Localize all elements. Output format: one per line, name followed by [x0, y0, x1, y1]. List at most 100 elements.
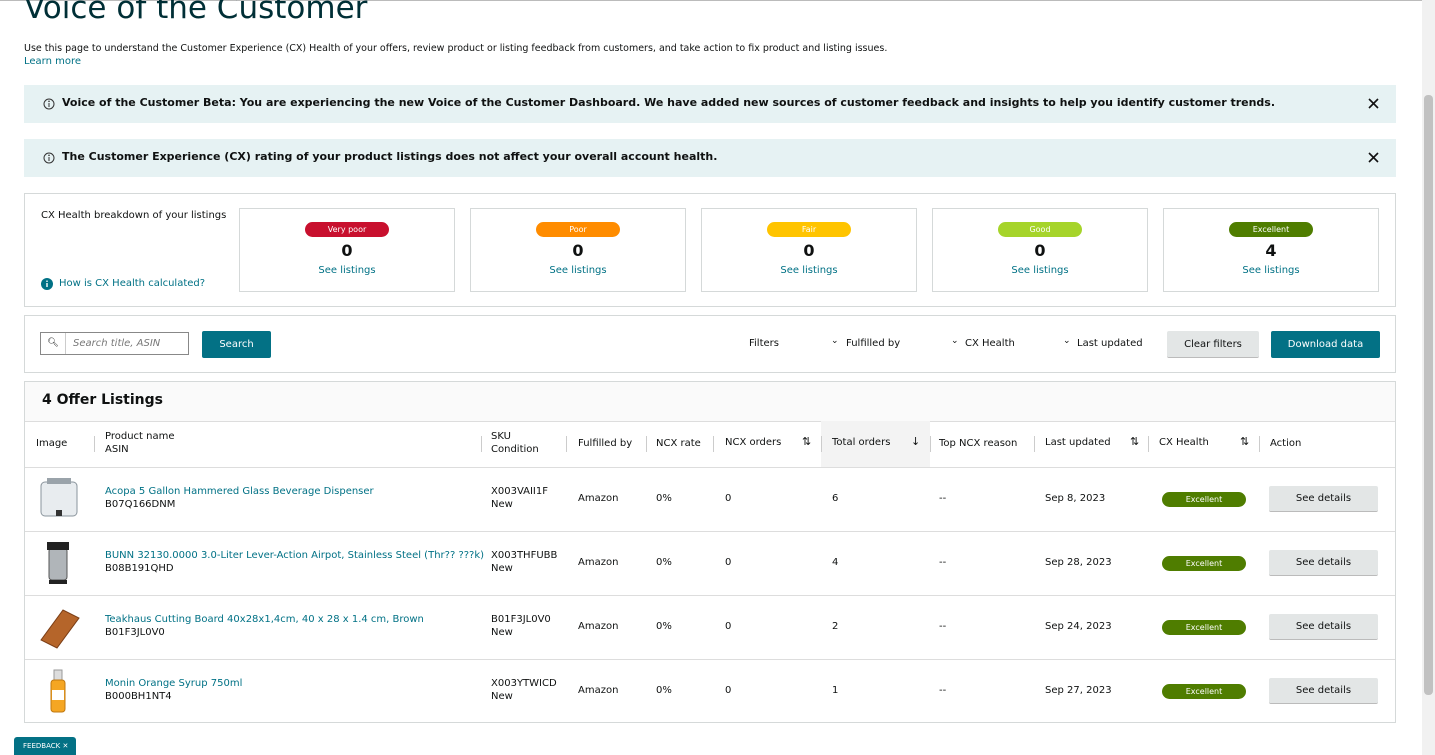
column-header: Top NCX reason — [939, 438, 1018, 449]
close[interactable] — [1368, 152, 1379, 163]
fulfilled-by: Amazon — [578, 557, 619, 568]
column-header: Image — [36, 438, 68, 449]
product-name-link[interactable]: Teakhaus Cutting Board 40x28x1,4cm, 40 x… — [105, 614, 424, 625]
thumbnail — [40, 609, 80, 649]
column-header: SKU — [491, 431, 511, 442]
scrollbar — [1422, 0, 1435, 755]
page-title: Voice of the Customer — [24, 0, 368, 26]
cx-health-pill: Excellent — [1162, 684, 1246, 699]
breakdown-label: CX Health breakdown of your listings — [41, 210, 227, 221]
learn-more[interactable]: Learn more — [24, 56, 82, 67]
column-header: Product name — [105, 431, 175, 442]
filter-fulfilled[interactable]: Fulfilled by — [846, 338, 901, 349]
rating-count: 0 — [1034, 241, 1046, 260]
breakdown-panel: CX Health breakdown of your listings How… — [24, 193, 1396, 307]
row-divider — [25, 595, 1395, 596]
listings-table: 4 Offer Listings Image Product name ASIN SK… — [24, 381, 1396, 723]
column-separator — [930, 436, 931, 452]
column-header: CX Health — [1159, 437, 1209, 448]
product-image — [37, 476, 83, 522]
feedback-text: FEEDBACK — [23, 742, 61, 750]
rating-card: Excellent 4 See listings — [1163, 208, 1379, 292]
banner: The Customer Experience (CX) rating of y… — [24, 139, 1396, 177]
rating-count: 0 — [803, 241, 815, 260]
asin: B01F3JL0V0 — [105, 627, 165, 638]
asin: B08B191QHD — [105, 563, 174, 574]
condition: New — [491, 563, 513, 574]
ncx-orders: 0 — [725, 621, 732, 632]
total-orders: 2 — [832, 621, 839, 632]
scroll-thumb[interactable] — [1424, 95, 1433, 695]
product-name-link[interactable]: Monin Orange Syrup 750ml — [105, 678, 243, 689]
see-listings-link[interactable]: See listings — [318, 265, 376, 276]
product-image — [37, 604, 83, 650]
info-icon — [43, 152, 55, 164]
search-input[interactable]: 🔍︎ Search title, ASIN — [40, 332, 189, 355]
top-ncx-reason: -- — [939, 493, 947, 504]
last-updated: Sep 8, 2023 — [1045, 493, 1106, 504]
product-name-link[interactable]: BUNN 32130.0000 3.0-Liter Lever-Action A… — [105, 550, 485, 561]
condition: New — [491, 499, 513, 510]
rating-pill: Very poor — [305, 222, 389, 237]
search-button[interactable]: Search — [202, 331, 271, 358]
see-listings-link[interactable]: See listings — [549, 265, 607, 276]
see-listings-link[interactable]: See listings — [1011, 265, 1069, 276]
sku: X003YTWICD — [491, 678, 557, 689]
filter-cx-health[interactable]: CX Health — [965, 338, 1015, 349]
download-button[interactable]: Download data — [1271, 331, 1380, 358]
last-updated: Sep 27, 2023 — [1045, 685, 1112, 696]
column-separator — [1259, 436, 1260, 452]
see-listings-link[interactable]: See listings — [1242, 265, 1300, 276]
ncx-rate: 0% — [656, 493, 672, 504]
total-orders: 1 — [832, 685, 839, 696]
thumbnail — [40, 478, 78, 517]
rating-pill: Excellent — [1229, 222, 1313, 237]
see-details-button[interactable]: See details — [1269, 550, 1378, 576]
feedback-tab[interactable]: FEEDBACK ✕ — [14, 737, 76, 755]
asin: B000BH1NT4 — [105, 691, 172, 702]
column-separator — [481, 436, 482, 452]
thumbnail — [47, 542, 69, 584]
last-updated: Sep 24, 2023 — [1045, 621, 1112, 632]
help-link[interactable]: How is CX Health calculated? — [59, 278, 206, 289]
sort-icon[interactable]: ⇅ — [1240, 435, 1250, 448]
ncx-orders: 0 — [725, 685, 732, 696]
condition: New — [491, 691, 513, 702]
column-header: Last updated — [1045, 437, 1111, 448]
column-header: Condition — [491, 444, 539, 455]
rating-card: Good 0 See listings — [932, 208, 1148, 292]
top-ncx-reason: -- — [939, 557, 947, 568]
column-separator — [94, 436, 95, 452]
sort-icon[interactable]: ↓ — [911, 435, 921, 448]
table-title: 4 Offer Listings — [42, 392, 163, 408]
search-icon: 🔍︎ — [41, 333, 66, 354]
clear-filters[interactable]: Clear filters — [1167, 331, 1259, 358]
product-image — [37, 668, 83, 714]
sorted-column — [821, 421, 930, 467]
rating-pill: Good — [998, 222, 1082, 237]
asin: B07Q166DNM — [105, 499, 176, 510]
close[interactable] — [1368, 98, 1379, 109]
search-placeholder: Search title, ASIN — [73, 338, 161, 349]
row-divider — [25, 531, 1395, 532]
see-details-button[interactable]: See details — [1269, 678, 1378, 704]
sort-icon[interactable]: ⇅ — [1130, 435, 1140, 448]
ncx-rate: 0% — [656, 557, 672, 568]
see-details-button[interactable]: See details — [1269, 614, 1378, 640]
see-details-button[interactable]: See details — [1269, 486, 1378, 512]
column-separator — [566, 436, 567, 452]
see-listings-link[interactable]: See listings — [780, 265, 838, 276]
ncx-rate: 0% — [656, 685, 672, 696]
column-separator — [646, 436, 647, 452]
fulfilled-by: Amazon — [578, 685, 619, 696]
rating-card: Fair 0 See listings — [701, 208, 917, 292]
banner: Voice of the Customer Beta: You are expe… — [24, 85, 1396, 123]
sort-icon[interactable]: ⇅ — [802, 435, 812, 448]
ncx-orders: 0 — [725, 557, 732, 568]
sku: B01F3JL0V0 — [491, 614, 551, 625]
filter-last-updated[interactable]: Last updated — [1077, 338, 1143, 349]
column-header: Fulfilled by — [578, 438, 633, 449]
product-name-link[interactable]: Acopa 5 Gallon Hammered Glass Beverage D… — [105, 486, 374, 497]
thumbnail — [50, 669, 66, 713]
rating-count: 0 — [572, 241, 584, 260]
